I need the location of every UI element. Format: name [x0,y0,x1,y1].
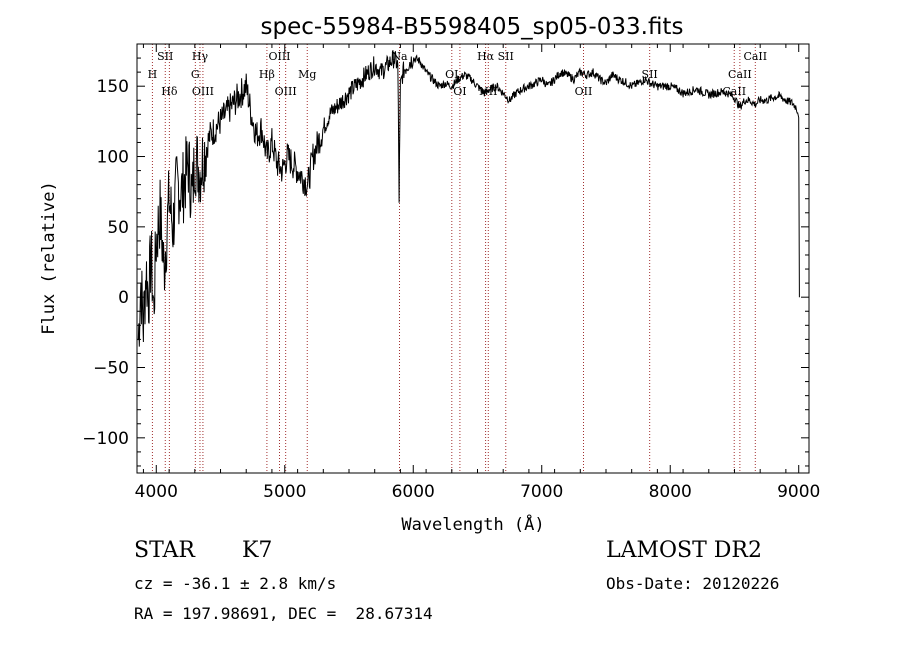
flux-line [137,50,800,347]
y-tick-label: −50 [93,359,129,379]
spectral-line-label: Hβ [259,68,275,81]
object-subclass: K7 [242,538,273,563]
observation-date: Obs-Date: 20120226 [606,574,780,593]
y-axis-label: Flux (relative) [39,181,59,335]
x-tick-label: 9000 [777,482,820,502]
spectral-line-label: H [148,68,158,81]
spectral-line-label: OI [445,68,458,81]
redshift-velocity: cz = -36.1 ± 2.8 km/s [134,574,337,593]
y-tick-label: 150 [97,77,129,97]
y-tick-label: −100 [82,429,129,449]
survey-name: LAMOST DR2 [606,538,762,563]
spectral-line-label: Hγ [192,50,209,63]
y-tick-label: 0 [118,288,129,308]
spectral-line-label: OI [453,85,466,98]
spectral-line-label: Hα [477,50,495,63]
x-tick-label: 5000 [263,482,306,502]
spectral-line-label: SII [157,50,173,63]
spectral-line-label: OIII [268,50,290,63]
y-tick-label: 50 [107,218,129,238]
spectral-line-label: G [191,68,200,81]
x-tick-label: 4000 [135,482,178,502]
spectral-line-label: Mg [298,68,316,81]
spectral-line-label: OII [575,85,593,98]
spectral-line-label: CaII [728,68,752,81]
object-class: STAR [134,538,195,563]
x-tick-label: 7000 [520,482,563,502]
chart-title: spec-55984-B5598405_sp05-033.fits [261,14,684,40]
axis-ticks: 4000 5000 6000 7000 8000 9000 −100 −50 0 50 100 150 [82,44,820,502]
flux-series [137,50,800,347]
x-axis-label: Wavelength (Å) [401,513,544,535]
y-tick-label: 100 [97,148,129,168]
spectral-line-label: CaII [743,50,767,63]
spectral-line-label: OIII [192,85,214,98]
x-tick-label: 6000 [392,482,435,502]
spectral-line-label: Hδ [161,85,178,98]
spectral-line-label: OIII [275,85,297,98]
x-tick-label: 8000 [649,482,692,502]
coordinates: RA = 197.98691, DEC = 28.67314 [134,604,433,623]
spectral-line-markers: HSIIHδHγGOIIIOIIIHβOIIIMgNaOIOIHαNIISIIO… [148,44,767,473]
plot-frame [136,43,810,474]
spectral-line-label: SII [498,50,514,63]
